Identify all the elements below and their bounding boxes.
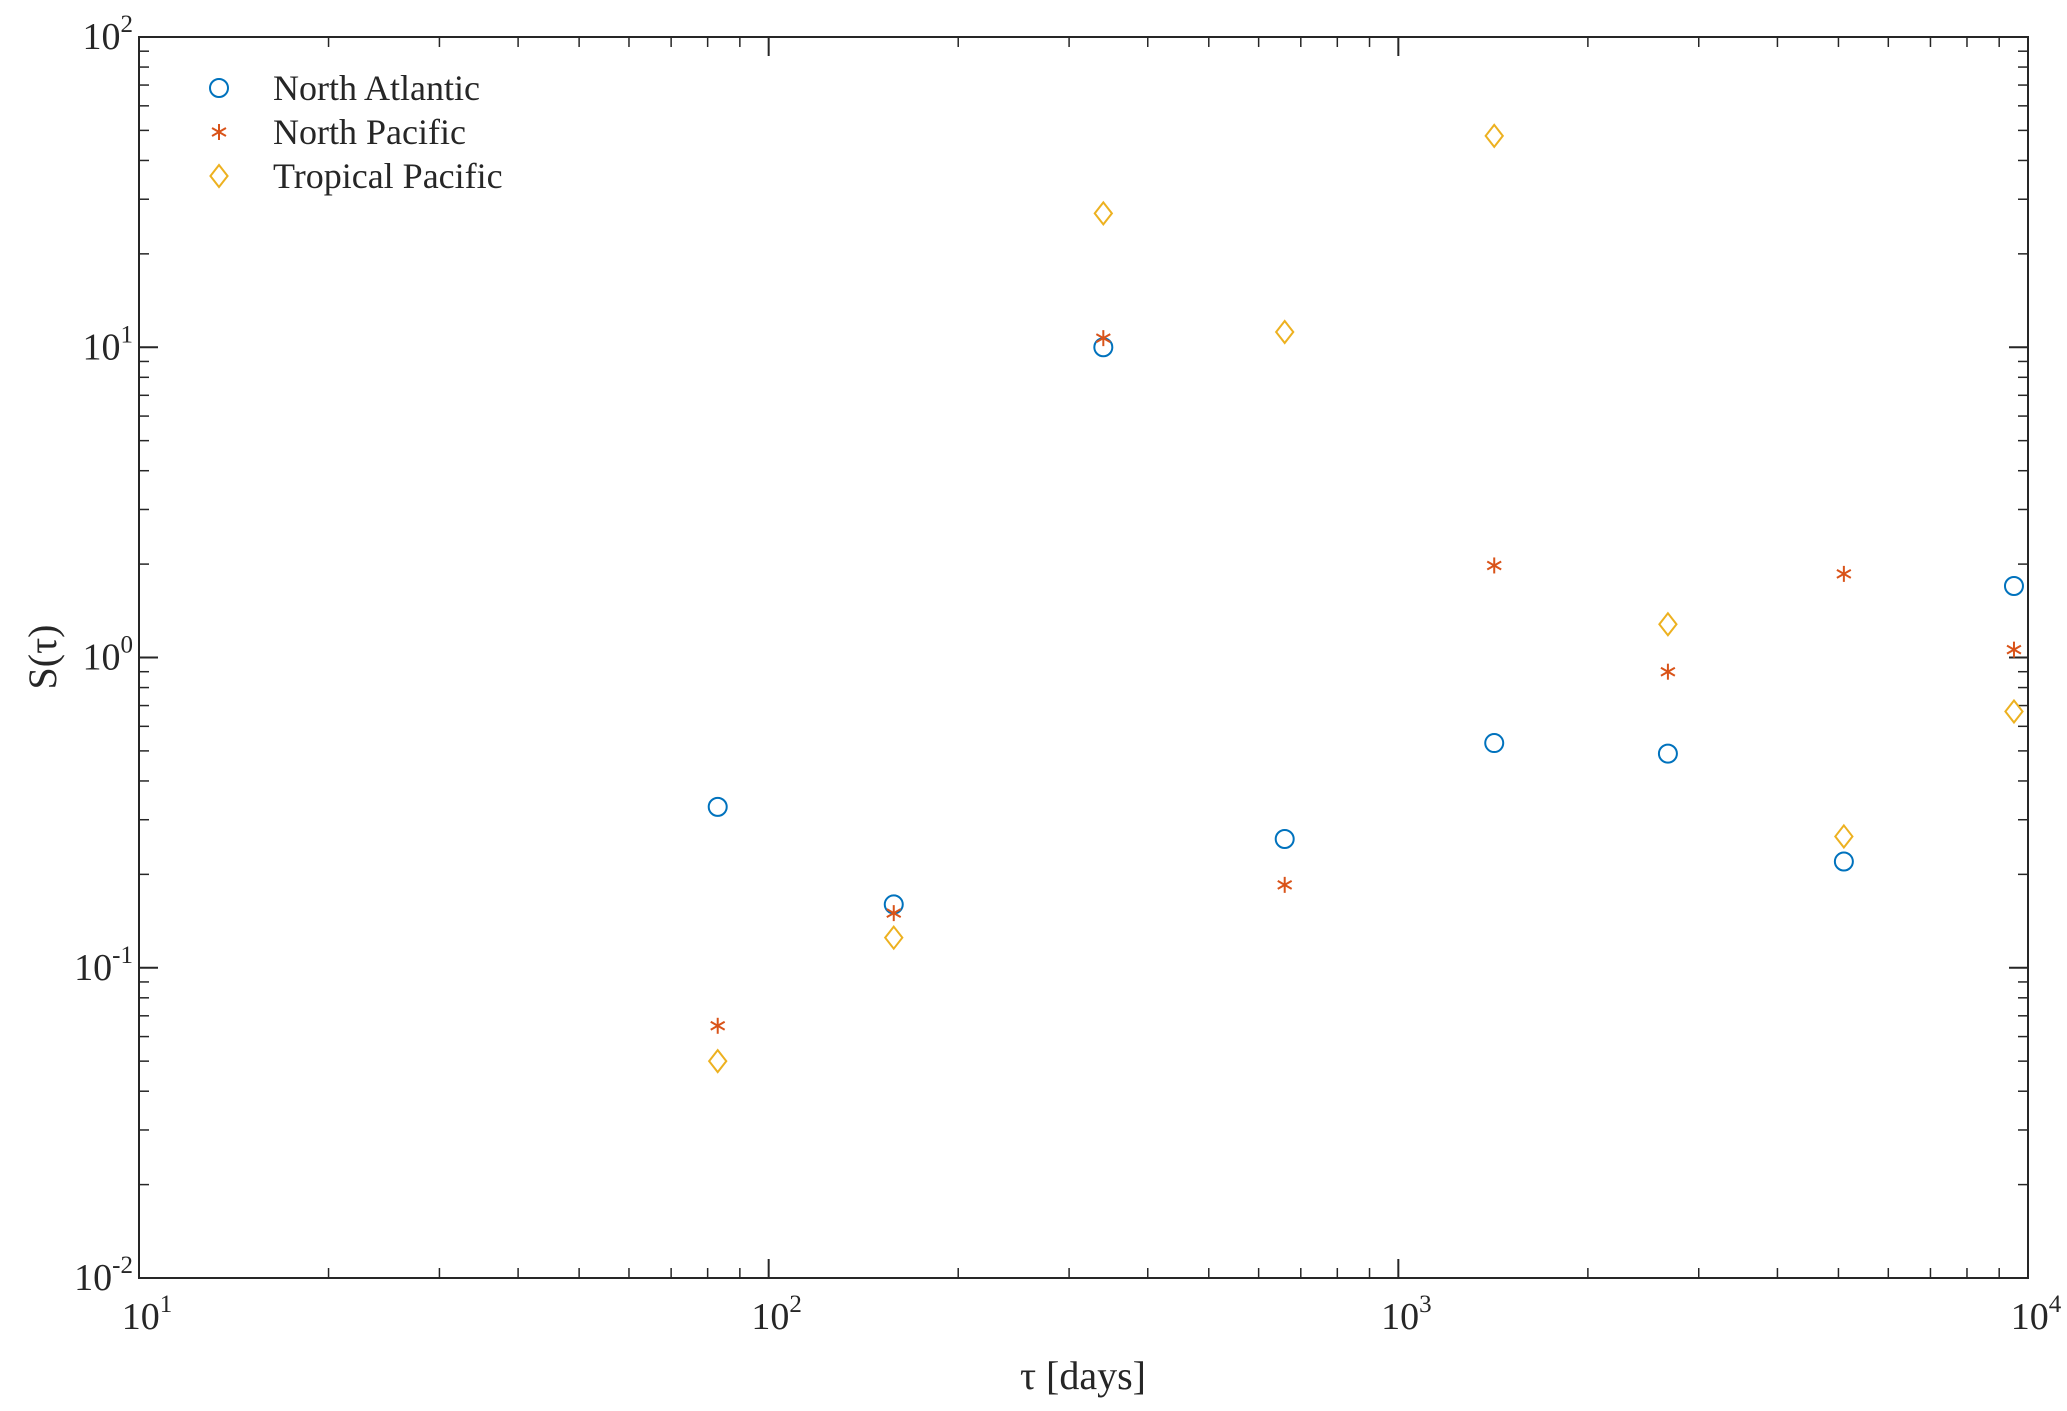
legend-marker	[209, 78, 229, 98]
series-north-pacific	[710, 330, 2022, 1034]
data-point	[710, 1017, 726, 1034]
y-tick-label: 10-2	[74, 1252, 133, 1299]
data-point	[1486, 557, 1502, 574]
legend-item: North Atlantic	[209, 68, 480, 108]
legend-label: North Pacific	[273, 112, 466, 152]
data-point	[2003, 576, 2024, 597]
legend-label: Tropical Pacific	[273, 156, 503, 196]
data-point	[1093, 200, 1114, 227]
data-point	[886, 905, 902, 922]
y-tick-label: 101	[83, 321, 134, 368]
y-tick-label: 102	[83, 11, 134, 58]
y-axis-title: S(τ)	[20, 625, 65, 690]
data-point	[883, 925, 904, 951]
data-point	[2006, 641, 2022, 658]
minor-ticks	[139, 37, 2028, 1278]
legend-marker	[211, 124, 227, 140]
legend-marker	[209, 163, 229, 189]
data-point	[707, 1048, 728, 1074]
data-point	[1657, 743, 1678, 764]
data-point	[1833, 851, 1854, 872]
data-point	[1274, 319, 1295, 345]
x-tick-label: 101	[122, 1291, 173, 1338]
legend-label: North Atlantic	[273, 68, 480, 108]
data-point	[1484, 733, 1505, 754]
x-tick-label: 104	[2011, 1291, 2062, 1338]
data-point	[1095, 330, 1111, 347]
data-point	[1484, 123, 1505, 149]
legend-item: Tropical Pacific	[209, 156, 503, 196]
x-tick-label: 102	[751, 1291, 802, 1338]
series-north-atlantic	[707, 337, 2024, 915]
x-tick-label: 103	[1381, 1291, 1432, 1338]
data-point	[1836, 565, 1852, 582]
legend-item: North Pacific	[211, 112, 466, 152]
data-point	[707, 796, 728, 817]
data-point	[1277, 876, 1293, 893]
data-point	[1834, 823, 1854, 850]
x-axis-title: τ [days]	[1020, 1353, 1146, 1398]
y-tick-label: 100	[83, 632, 134, 679]
plot-area-frame	[138, 36, 2029, 1279]
series-tropical-pacific	[707, 123, 2024, 1074]
data-point	[1274, 829, 1295, 850]
data-point	[2004, 698, 2024, 725]
data-point	[1658, 611, 1678, 637]
data-point	[1660, 663, 1676, 680]
y-tick-label: 10-1	[74, 942, 133, 989]
data-markers	[707, 123, 2024, 1074]
x-tick-labels: 101 102 103 104	[122, 1291, 2062, 1338]
y-tick-labels: 10-2 10-1 100 101 102	[74, 11, 133, 1299]
